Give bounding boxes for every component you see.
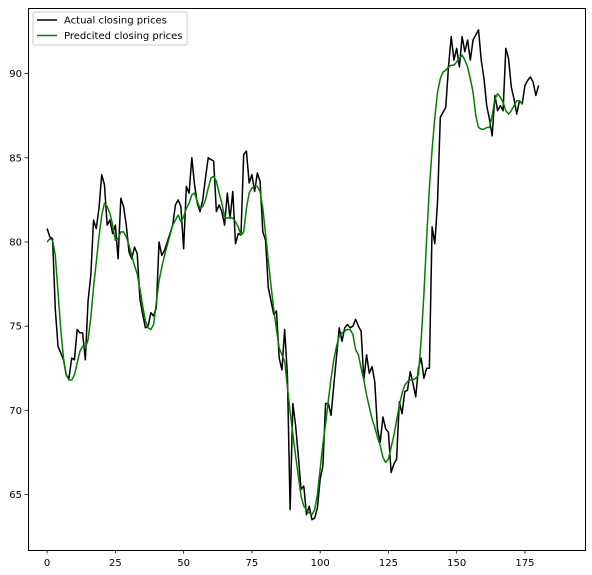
y-tick-label: 90 (9, 69, 22, 80)
y-tick-label: 80 (9, 237, 22, 248)
series-line-1 (46, 29, 540, 521)
x-tick-label: 125 (379, 558, 398, 569)
series-line-2 (46, 54, 523, 516)
x-tick-label: 100 (311, 558, 330, 569)
x-tick-label: 50 (177, 558, 190, 569)
x-tick-label: 150 (447, 558, 466, 569)
plot-lines (46, 29, 540, 521)
y-tick-label: 75 (9, 322, 22, 333)
x-tick-label: 75 (246, 558, 259, 569)
y-tick-label: 70 (9, 406, 22, 417)
x-tick-label: 175 (515, 558, 534, 569)
y-tick-label: 85 (9, 153, 22, 164)
x-tick-label: 25 (109, 558, 122, 569)
legend-label-1: Actual closing prices (64, 16, 167, 27)
legend-box (32, 11, 188, 46)
plot-frame (28, 8, 586, 551)
x-axis: 0 25 50 75 100 125 150 175 (44, 550, 534, 569)
legend-label-2: Predcited closing prices (64, 31, 182, 42)
y-tick-label: 65 (9, 490, 22, 501)
y-axis: 65 70 75 80 85 90 (9, 69, 28, 501)
legend: Actual closing prices Predcited closing p… (32, 11, 188, 46)
x-tick-label: 0 (44, 558, 50, 569)
